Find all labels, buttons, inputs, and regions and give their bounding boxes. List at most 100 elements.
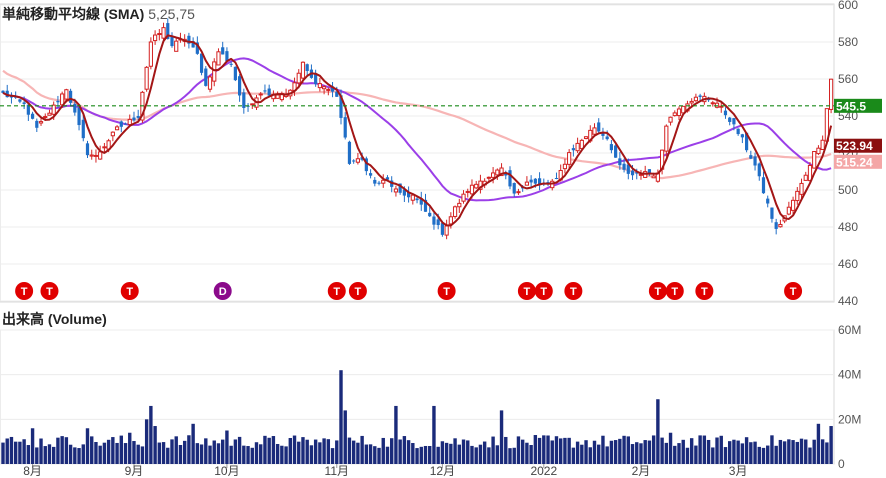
event-marker-label: T xyxy=(126,286,133,298)
candle xyxy=(567,149,572,170)
candle xyxy=(373,177,377,187)
volume-bar xyxy=(444,442,449,464)
candle xyxy=(516,188,521,195)
event-marker[interactable]: T xyxy=(665,282,684,300)
event-marker[interactable]: T xyxy=(327,282,346,300)
candle xyxy=(786,201,791,216)
candle xyxy=(457,198,462,213)
volume-bar xyxy=(554,436,559,464)
volume-bar xyxy=(132,441,136,464)
volume-bar xyxy=(440,441,445,464)
candle xyxy=(668,116,673,126)
volume-bar xyxy=(647,440,652,464)
volume-tick-label: 60M xyxy=(838,323,861,337)
volume-bar xyxy=(706,439,711,464)
volume-bar xyxy=(30,428,35,464)
candle xyxy=(119,120,123,133)
candle xyxy=(728,116,732,126)
volume-bar xyxy=(542,435,546,464)
event-marker-label: T xyxy=(570,286,577,298)
candle xyxy=(554,172,559,180)
event-marker[interactable]: D xyxy=(213,282,232,300)
volume-bar xyxy=(508,448,512,464)
event-marker[interactable]: T xyxy=(648,282,667,300)
volume-bar xyxy=(301,437,305,464)
volume-bar xyxy=(516,436,521,464)
volume-bar xyxy=(474,447,478,464)
candle xyxy=(465,188,470,198)
event-marker[interactable]: T xyxy=(15,282,34,300)
volume-bar xyxy=(685,447,690,464)
candle xyxy=(233,66,237,82)
candle xyxy=(216,48,221,66)
candle xyxy=(157,29,162,41)
volume-bar xyxy=(297,441,301,464)
candle xyxy=(93,149,99,163)
volume-bar xyxy=(829,426,833,464)
volume-bar xyxy=(373,446,377,464)
x-tick-label: 9月 xyxy=(125,464,144,478)
event-marker-label: T xyxy=(655,286,662,298)
candle xyxy=(766,195,770,208)
volume-bar xyxy=(791,440,795,464)
volume-bar xyxy=(660,437,664,464)
volume-bar xyxy=(60,436,64,464)
volume-bar xyxy=(546,435,550,464)
volume-bar xyxy=(199,444,204,464)
volume-bar xyxy=(85,428,90,464)
event-marker[interactable]: T xyxy=(437,282,456,300)
volume-bar xyxy=(466,440,470,464)
x-tick-label: 10月 xyxy=(214,464,239,478)
volume-bars xyxy=(1,370,833,464)
volume-bar xyxy=(195,443,200,464)
candle xyxy=(144,66,149,92)
volume-bar xyxy=(664,442,669,464)
candle xyxy=(592,123,597,137)
volume-bar xyxy=(182,440,187,464)
event-marker[interactable]: T xyxy=(784,282,803,300)
volume-bar xyxy=(390,438,394,464)
event-marker[interactable]: T xyxy=(564,282,583,300)
volume-bar xyxy=(275,443,280,464)
volume-bar xyxy=(119,435,123,464)
candle xyxy=(770,207,774,223)
price-label: 523.94 xyxy=(834,138,882,153)
volume-bar xyxy=(204,438,208,464)
candle xyxy=(807,162,813,182)
event-marker[interactable]: T xyxy=(534,282,553,300)
candle xyxy=(618,152,622,170)
volume-bar xyxy=(778,439,783,464)
candle xyxy=(326,87,331,96)
price-label: 545.5 xyxy=(834,98,882,113)
event-marker-label: T xyxy=(333,286,340,298)
event-marker-label: T xyxy=(524,286,531,298)
volume-bar xyxy=(432,405,436,464)
volume-bar xyxy=(64,437,69,464)
volume-tick-label: 0 xyxy=(838,457,845,471)
candle xyxy=(148,37,153,70)
event-marker[interactable]: T xyxy=(517,282,536,300)
x-tick-label: 8月 xyxy=(23,464,42,478)
candle xyxy=(35,118,39,132)
event-marker-label: D xyxy=(219,286,227,298)
event-marker-label: T xyxy=(21,286,28,298)
volume-bar xyxy=(313,439,318,464)
candle xyxy=(89,149,94,160)
volume-bar xyxy=(673,445,677,464)
volume-bar xyxy=(52,446,56,464)
volume-bar xyxy=(157,442,162,464)
candle xyxy=(749,150,753,160)
candle xyxy=(601,127,605,140)
volume-bar xyxy=(35,447,39,464)
price-label-text: 545.5 xyxy=(836,99,866,113)
x-axis: 8月 9月 10月 11月 12月 2022 2月 3月 xyxy=(23,464,747,478)
x-tick-label: 3月 xyxy=(729,464,748,478)
volume-bar xyxy=(711,447,715,464)
event-marker[interactable]: T xyxy=(40,282,59,300)
volume-bar xyxy=(694,445,698,464)
event-marker[interactable]: T xyxy=(348,282,367,300)
event-marker[interactable]: T xyxy=(120,282,139,300)
event-marker[interactable]: T xyxy=(695,282,714,300)
volume-bar xyxy=(749,442,753,464)
candle xyxy=(495,168,500,180)
